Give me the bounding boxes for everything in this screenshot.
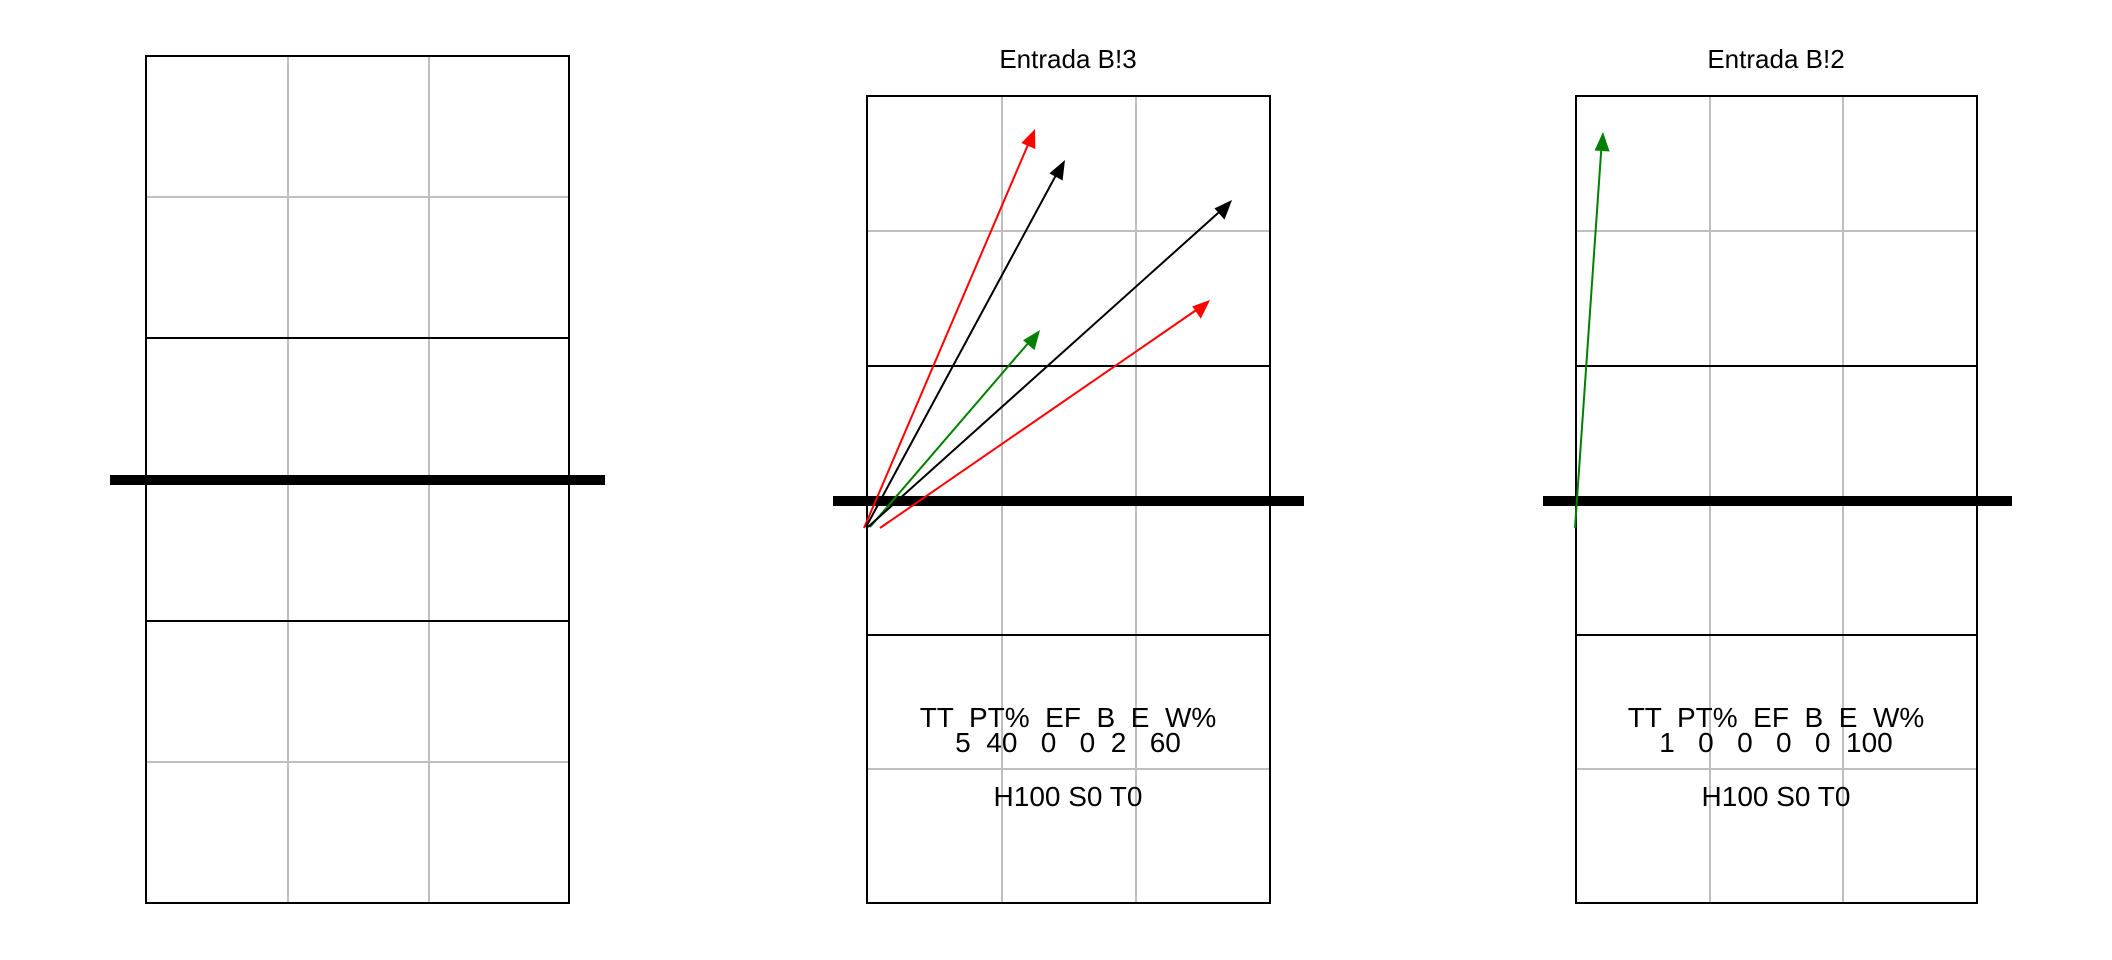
stats-header: TT PT% EF B E W% — [1628, 702, 1925, 733]
footer-label: H100 S0 T0 — [1702, 781, 1851, 812]
attack-arrow-green — [869, 333, 1037, 528]
panel-title: Entrada B!2 — [1707, 44, 1844, 74]
attack-arrows — [1574, 132, 1610, 529]
attack-arrows — [863, 129, 1232, 529]
court-panel-middle: Entrada B!3 TT PT% EF B E W% 5 — [833, 44, 1304, 904]
arrowhead — [1021, 129, 1036, 149]
attack-arrow-black-long — [865, 163, 1063, 528]
arrowhead — [1192, 300, 1210, 319]
attack-arrow-green — [1574, 138, 1603, 529]
panel-title: Entrada B!3 — [999, 44, 1136, 74]
arrowhead — [1023, 330, 1040, 351]
attack-arrow-black-cross — [867, 204, 1228, 528]
arrowhead — [1214, 200, 1232, 220]
stats-values: 1 0 0 0 0 100 — [1659, 727, 1893, 758]
court-panel-right: Entrada B!2 TT PT% EF B E W% 1 0 0 0 0 1… — [1543, 44, 2012, 904]
stats-header: TT PT% EF B E W% — [920, 702, 1217, 733]
arrowhead — [1049, 160, 1065, 181]
attack-arrow-red-long — [863, 132, 1034, 529]
attack-arrow-red-cross — [879, 303, 1206, 529]
stats-values: 5 40 0 0 2 60 — [955, 727, 1181, 758]
arrowhead — [1594, 132, 1610, 152]
footer-label: H100 S0 T0 — [994, 781, 1143, 812]
court-panel-left — [110, 55, 605, 904]
